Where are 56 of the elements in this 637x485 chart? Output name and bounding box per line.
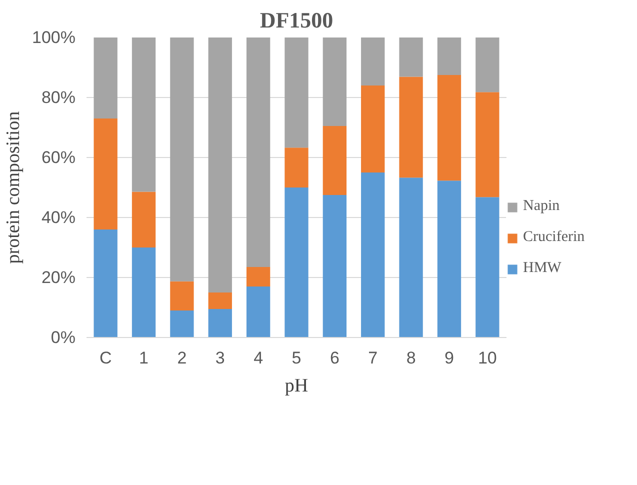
x-tick-label: 8 (406, 348, 416, 368)
chart-title: DF1500 (260, 8, 334, 32)
bar (170, 310, 194, 338)
y-tick-label: 0% (50, 328, 76, 347)
bar (208, 309, 232, 338)
bar (361, 86, 385, 172)
legend-label: Napin (523, 198, 560, 215)
bar (399, 76, 423, 178)
x-tick-label: 6 (330, 348, 340, 368)
bar (170, 38, 194, 282)
x-tick-label: C (99, 348, 112, 368)
bar (322, 38, 347, 126)
x-tick-label: 3 (215, 348, 225, 368)
bar (399, 178, 423, 338)
bar (132, 192, 156, 248)
bar (132, 38, 156, 192)
x-axis-title: pH (284, 376, 308, 396)
bar (170, 281, 194, 310)
bar (322, 126, 347, 195)
bar (476, 38, 500, 92)
legend-label: Cruciferin (523, 229, 585, 246)
bar (361, 172, 385, 338)
x-tick-label: 1 (139, 348, 149, 368)
bar (322, 195, 347, 338)
bar (284, 38, 308, 148)
y-tick-label: 20% (41, 268, 76, 287)
bar (94, 118, 118, 230)
x-tick-label: 5 (292, 348, 302, 368)
bar (284, 188, 308, 338)
bar (94, 38, 118, 118)
y-tick-label: 100% (32, 28, 76, 47)
y-tick-label: 60% (41, 148, 76, 167)
bar (476, 197, 500, 338)
bar (132, 248, 156, 338)
bar (361, 38, 385, 86)
bar (246, 267, 270, 286)
bar (208, 38, 232, 292)
legend-label: HMW (523, 260, 562, 277)
x-tick-label: 2 (177, 348, 187, 368)
bar (246, 286, 270, 338)
bar (437, 75, 462, 181)
bar (94, 230, 118, 338)
bar (208, 292, 232, 309)
bar (476, 92, 500, 198)
y-axis-title: protein composition (3, 110, 24, 264)
bar (399, 38, 423, 77)
y-tick-label: 40% (41, 208, 76, 227)
x-tick-label: 10 (478, 348, 497, 368)
y-tick-label: 80% (41, 88, 76, 107)
bar (437, 38, 462, 75)
x-tick-label: 9 (444, 348, 454, 368)
bar (284, 148, 308, 188)
x-tick-label: 4 (254, 348, 264, 368)
x-tick-label: 7 (368, 348, 378, 368)
bar (246, 38, 270, 267)
bar (437, 180, 462, 338)
